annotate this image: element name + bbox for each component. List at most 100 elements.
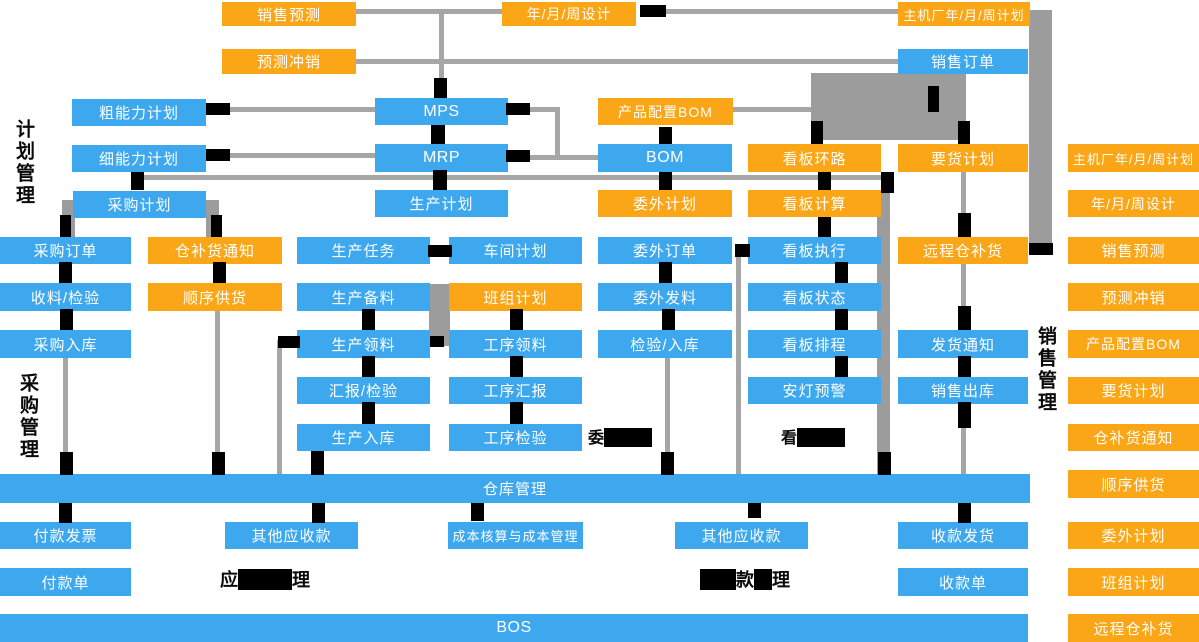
connector-nub [510,402,523,424]
connector-nub [661,452,674,475]
connector-nub [212,452,225,475]
connector-line [528,155,598,160]
node-bom: BOM [598,144,732,172]
connector-nub [1029,243,1053,255]
connector-nub [278,336,300,348]
node-year-month-week-design: 年/月/周设计 [502,2,636,26]
connector-line [666,9,898,14]
connector-nub [434,78,447,98]
section-label-outsourcing-management: 委外管理 [588,428,652,448]
connector-nub [59,262,72,283]
connector-nub [430,336,444,347]
node-delivery-requirement-plan: 要货计划 [898,144,1028,172]
connector-nub [640,5,666,17]
connector-line [63,358,68,475]
node-forecast-writeoff: 预测冲销 [222,49,356,74]
connector-nub [735,244,750,257]
connector-nub [878,452,891,475]
node-remote-warehouse-replenishment: 远程仓补货 [898,237,1028,264]
connector-line [961,404,966,475]
node-process-report: 工序汇报 [449,377,582,404]
connector-line [736,252,741,475]
connector-nub [131,172,144,190]
node-payment-slip: 付款单 [0,568,131,596]
node-right-col-warehouse-replenishment-notice: 仓补货通知 [1068,424,1199,451]
connector-nub [362,402,375,424]
node-payment-invoice: 付款发票 [0,522,131,549]
node-right-col-product-config-bom: 产品配置BOM [1068,330,1199,358]
connector-nub [818,172,831,190]
connector-nub [510,356,523,377]
connector-line [528,107,560,112]
node-kanban-scheduling: 看板排程 [748,330,881,358]
connector-nub [206,103,230,115]
node-production-material-issue: 生产领料 [297,330,430,358]
connector-nub [59,503,72,523]
node-sales-order: 销售订单 [898,49,1028,74]
node-delivery-notice: 发货通知 [898,330,1028,358]
connector-line [228,153,375,158]
connector-nub [958,356,971,377]
node-mrp: MRP [375,144,508,172]
node-right-col-remote-warehouse-replenishment: 远程仓补货 [1068,614,1199,642]
connector-nub [506,150,530,162]
connector-nub [471,503,484,521]
connector-nub [428,245,452,257]
side-label-plan-management: 计划管理 [13,119,34,207]
connector-nub [818,217,831,237]
connector-nub [748,503,761,518]
connector-line [135,175,890,180]
node-purchase-inbound: 采购入库 [0,330,131,358]
label-mask [797,428,845,447]
node-right-col-ymw-design: 年/月/周设计 [1068,190,1199,217]
connector-nub [60,309,73,330]
node-rough-capacity-plan: 粗能力计划 [72,99,206,126]
connector-nub [662,309,675,330]
node-process-material-issue: 工序领料 [449,330,582,358]
connector-nub [958,121,970,144]
node-outsourcing-plan: 委外计划 [598,190,732,217]
node-kanban-execution: 看板执行 [748,237,881,264]
node-production-inbound: 生产入库 [297,424,430,451]
node-oem-year-month-week-plan: 主机厂年/月/周计划 [898,2,1030,26]
node-production-plan: 生产计划 [375,190,508,217]
node-receipt-delivery: 收款发货 [898,522,1028,549]
connector-nub [362,309,375,330]
connector-block [1029,10,1052,250]
connector-nub [431,125,445,144]
label-mask [604,428,652,447]
node-production-material-prep: 生产备料 [297,283,430,311]
side-label-sales-management: 销售管理 [1035,326,1056,414]
node-right-col-team-plan: 班组计划 [1068,568,1199,596]
node-production-task: 生产任务 [297,237,430,264]
node-receiving-inspection: 收料/检验 [0,283,131,311]
connector-nub [510,309,523,330]
node-right-col-forecast-writeoff: 预测冲销 [1068,283,1199,311]
connector-nub [659,172,672,190]
label-mask [754,569,772,590]
connector-line [665,358,670,475]
connector-nub [811,121,823,144]
connector-nub [213,262,226,283]
node-warehouse-management: 仓库管理 [0,474,1030,503]
node-cost-accounting: 成本核算与成本管理 [448,522,583,549]
connector-nub [958,306,971,330]
node-receipt-slip: 收款单 [898,568,1028,596]
connector-nub [312,503,325,523]
connector-line [356,59,898,64]
connector-nub [958,402,971,428]
node-other-receivables-left: 其他应收款 [225,522,358,549]
node-bos: BOS [0,614,1028,642]
connector-line [961,264,966,330]
connector-nub [835,356,848,377]
connector-line [733,107,811,112]
node-purchase-plan: 采购计划 [73,191,206,218]
node-workshop-plan: 车间计划 [449,237,582,264]
connector-line [215,311,220,475]
node-warehouse-replenishment-notice: 仓补货通知 [148,237,282,264]
node-sales-forecast: 销售预测 [222,2,356,26]
node-mps: MPS [375,98,508,125]
connector-line [961,172,966,237]
connector-nub [958,213,971,237]
